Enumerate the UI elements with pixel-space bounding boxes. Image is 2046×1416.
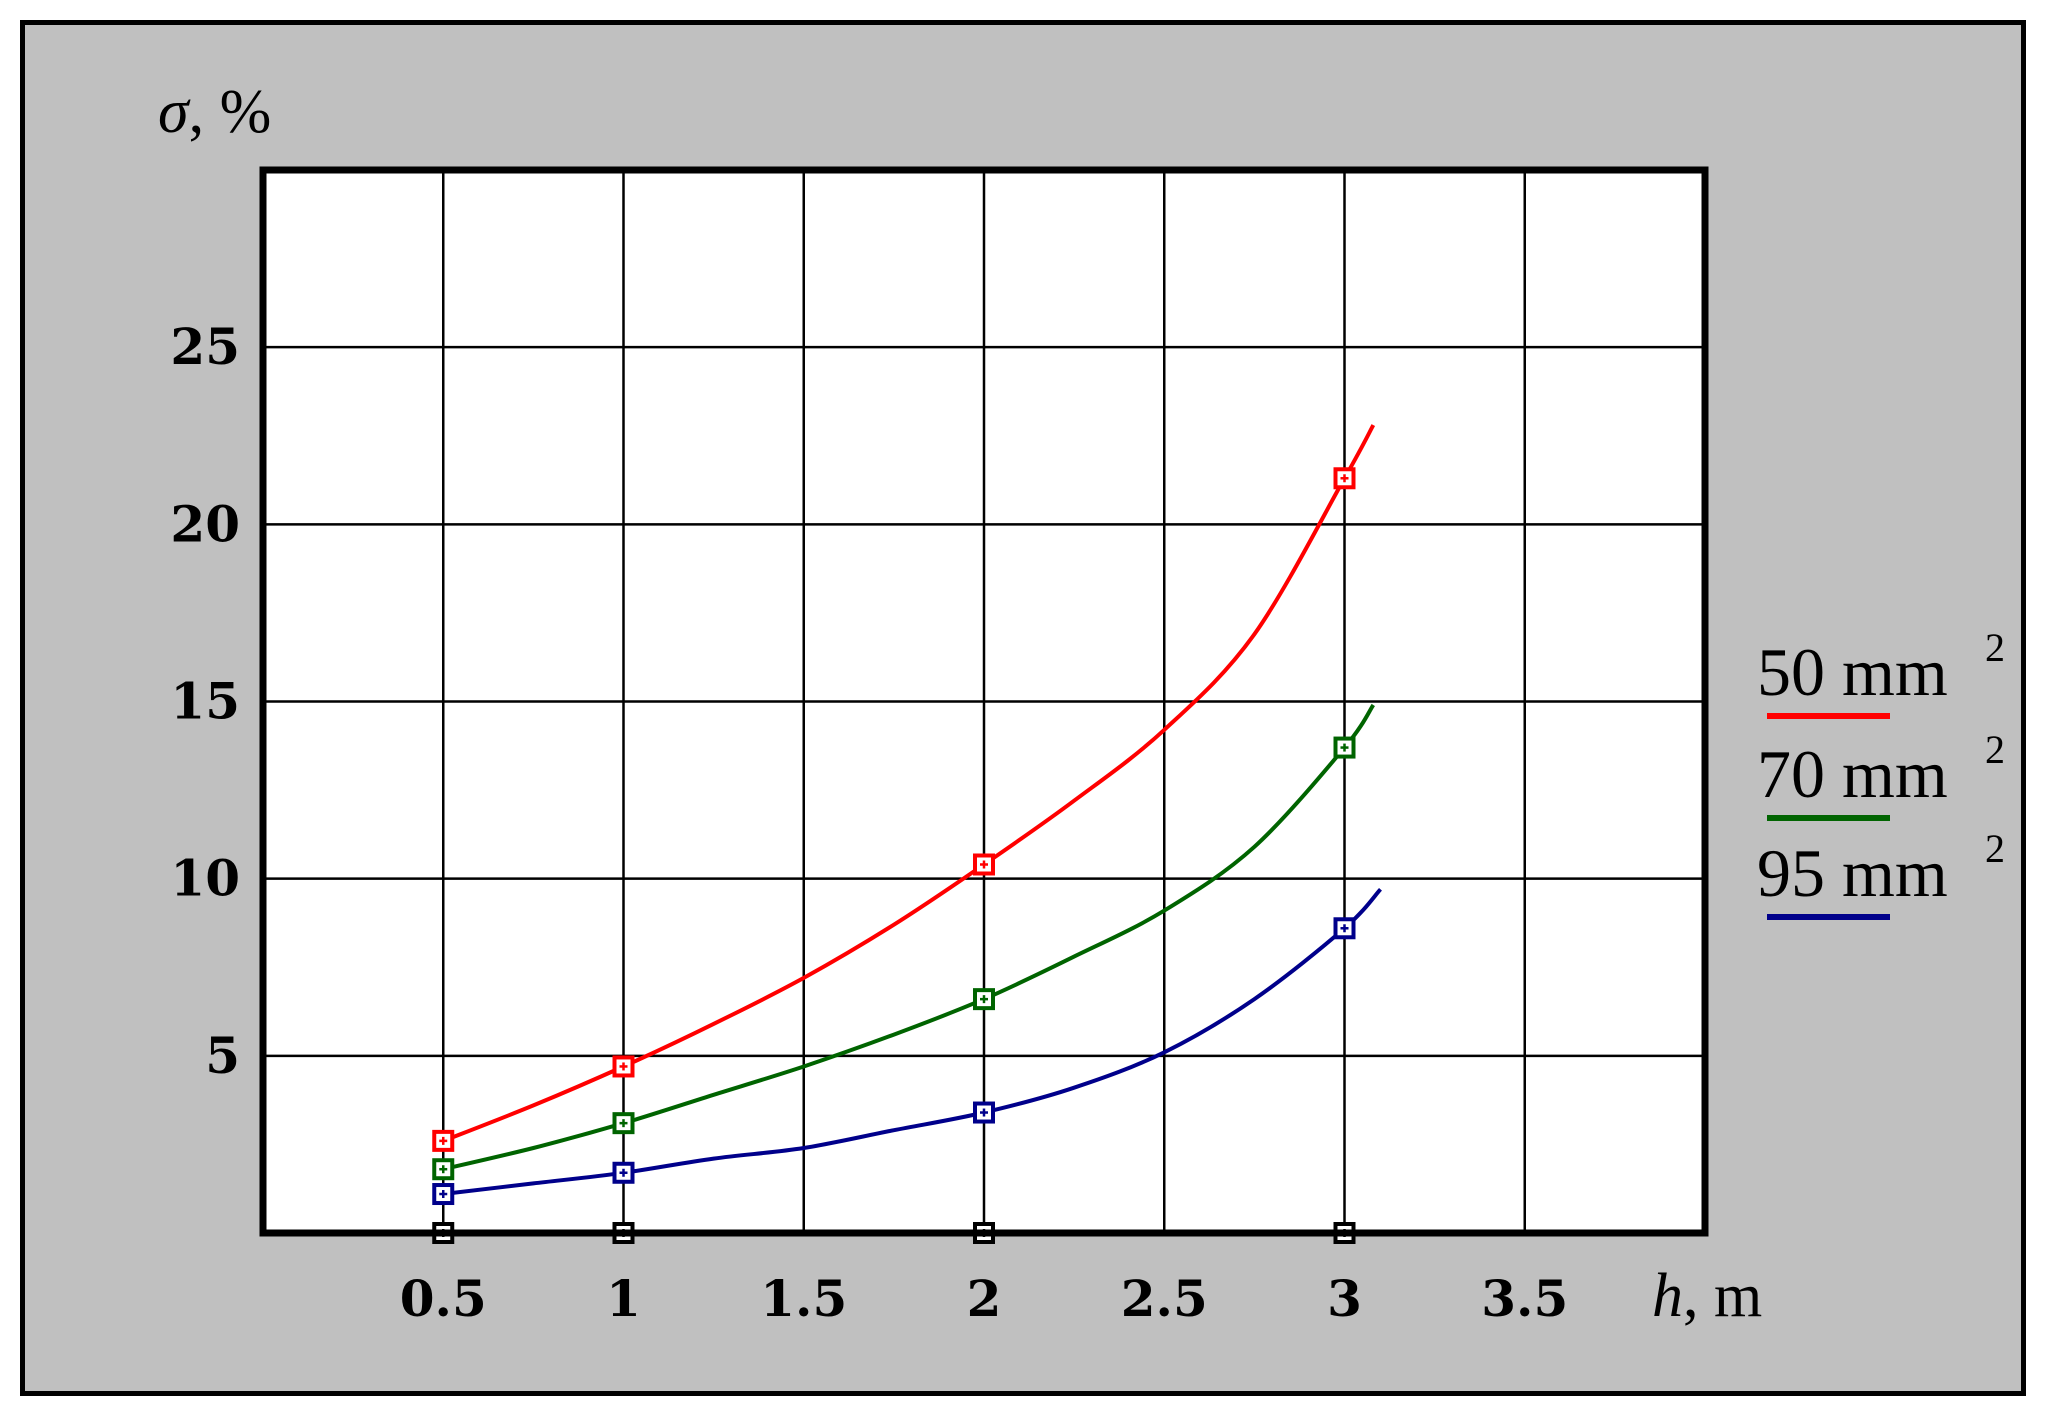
legend-superscript: 2 — [1985, 826, 2005, 871]
y-axis-variable: σ — [158, 78, 191, 146]
x-tick-label: 3 — [1327, 1269, 1362, 1328]
data-point — [1333, 467, 1356, 490]
data-point — [612, 1055, 635, 1078]
x-tick-label: 2 — [967, 1269, 1002, 1328]
x-tick-label: 1.5 — [760, 1269, 847, 1328]
y-tick-label: 15 — [170, 672, 240, 731]
data-point — [1333, 736, 1356, 759]
data-point — [973, 988, 995, 1011]
data-point — [432, 1183, 455, 1206]
y-tick-label: 10 — [170, 849, 240, 908]
y-tick-labels: 5 10 15 20 25 — [170, 317, 240, 1085]
x-tick-label: 3.5 — [1481, 1269, 1568, 1328]
legend-superscript: 2 — [1985, 727, 2005, 772]
y-tick-label: 20 — [170, 494, 240, 553]
data-point — [612, 1161, 635, 1184]
y-tick-label: 5 — [205, 1026, 240, 1085]
x-tick-label: 0.5 — [400, 1269, 487, 1328]
legend-label: 50 mm — [1757, 634, 1948, 710]
data-point — [432, 1158, 455, 1181]
data-point — [973, 1101, 995, 1124]
x-axis-label: h, m — [1652, 1262, 1762, 1330]
x-tick-labels: 0.5 1 1.5 2 2.5 3 3.5 — [400, 1269, 1569, 1328]
data-point — [612, 1112, 635, 1135]
legend: 50 mm 2 70 mm 2 95 mm 2 — [1757, 625, 2005, 920]
legend-superscript: 2 — [1985, 625, 2005, 670]
legend-label: 95 mm — [1757, 835, 1948, 911]
data-point — [1333, 917, 1356, 940]
grid — [263, 170, 1705, 1233]
y-tick-label: 25 — [170, 317, 240, 376]
data-point — [973, 853, 995, 876]
x-axis-variable: h — [1652, 1262, 1683, 1330]
x-tick-label: 2.5 — [1121, 1269, 1208, 1328]
x-tick-label: 1 — [606, 1269, 641, 1328]
x-axis-unit: , m — [1683, 1262, 1762, 1330]
legend-label: 70 mm — [1757, 736, 1948, 812]
y-axis-unit: , % — [189, 78, 272, 146]
plot-border — [259, 166, 1709, 1237]
data-point — [432, 1129, 455, 1152]
y-axis-label: σ, % — [158, 78, 271, 146]
